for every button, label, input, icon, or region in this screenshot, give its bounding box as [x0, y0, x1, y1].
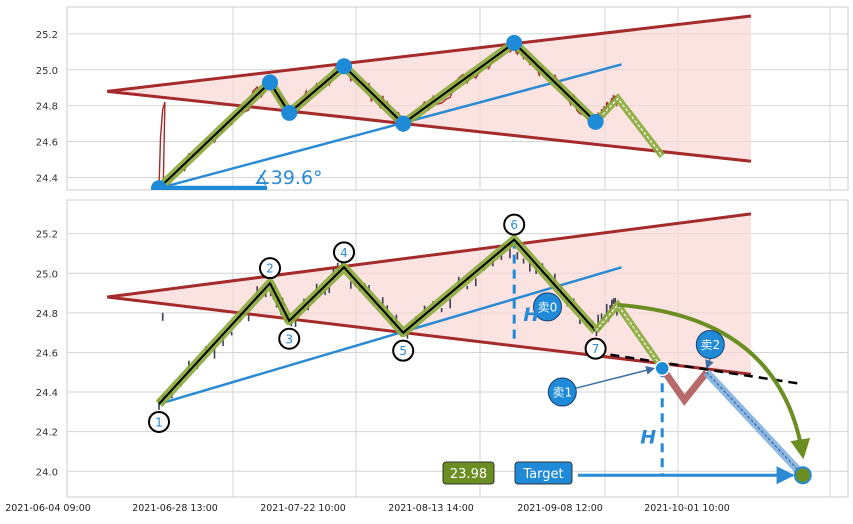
sell-badge [695, 330, 725, 360]
sell-badge [533, 292, 562, 322]
top-channel-lower [107, 89, 752, 163]
pivot-marker [587, 113, 604, 130]
sell-badge-label: 卖2 [700, 338, 720, 352]
target-point [793, 466, 812, 485]
pivot-circle [503, 213, 526, 236]
pivot-label: 1 [155, 415, 163, 429]
y-tick-label: 25.0 [36, 66, 58, 77]
pivot-label: 2 [266, 262, 274, 276]
pivot-label: 5 [399, 344, 407, 358]
pivot-label: 3 [285, 332, 293, 346]
y-tick-label: 24.4 [36, 173, 58, 184]
bottom-channel-lower [107, 295, 752, 376]
pivot-label: 7 [592, 342, 600, 356]
top-projection-line [595, 97, 663, 157]
target-value-label: 23.98 [450, 467, 487, 482]
y-tick-label: 24.4 [36, 388, 58, 399]
x-tick-label: 2021-06-28 13:00 [132, 503, 218, 514]
target-box: Target [514, 461, 573, 485]
y-tick-label: 25.2 [36, 30, 58, 41]
sell1-point [654, 360, 670, 377]
bottom-trend-line [158, 266, 622, 406]
pivot-marker [281, 104, 298, 121]
pivot-circle [259, 257, 281, 280]
pivot-label: 6 [510, 218, 518, 232]
target-label: Target [522, 467, 563, 482]
bottom-channel-upper [107, 212, 752, 299]
bottom-pivot-markers: 1 2 3 4 5 6 7 [148, 213, 607, 433]
target-value-box: 23.98 [442, 461, 495, 485]
top-panel: 24.4 24.6 24.8 25.0 25.2 ∡39.6° [36, 6, 849, 191]
bottom-x-ticks: 2021-06-04 09:00 2021-06-28 13:00 2021-07-… [5, 503, 730, 514]
height-label-left: H [523, 304, 539, 326]
pivot-marker [395, 115, 412, 132]
pivot-marker [151, 180, 167, 190]
top-y-ticks: 24.4 24.6 24.8 25.0 25.2 [36, 30, 58, 185]
bottom-projection-line [595, 303, 663, 369]
height-label-right: H [640, 427, 656, 449]
neckline-dashed [595, 351, 803, 386]
pivot-circle [584, 337, 607, 360]
pivot-marker [262, 74, 278, 91]
pivot-circle [333, 241, 355, 264]
y-tick-label: 24.6 [36, 348, 58, 359]
top-trend-line [158, 63, 622, 190]
pivot-circle [392, 339, 415, 362]
y-tick-label: 25.0 [36, 269, 58, 280]
sell-badge-label: 卖1 [552, 386, 572, 400]
x-tick-label: 2021-06-04 09:00 [5, 503, 91, 514]
x-tick-label: 2021-10-01 10:00 [644, 503, 730, 514]
sell1-pointer [576, 365, 656, 389]
y-tick-label: 24.6 [36, 138, 58, 149]
y-tick-label: 24.2 [36, 428, 58, 439]
x-tick-label: 2021-07-22 10:00 [260, 503, 346, 514]
bottom-zigzag-line [158, 238, 597, 405]
pivot-circle [278, 327, 301, 350]
angle-label: ∡39.6° [254, 167, 323, 189]
bottom-channel-fill [107, 213, 751, 375]
sell-badge-label: 卖0 [538, 300, 558, 314]
sell-badge [547, 377, 577, 407]
x-tick-label: 2021-08-13 14:00 [388, 503, 474, 514]
pivot-label: 4 [340, 246, 348, 260]
sell2-pointer [705, 358, 714, 370]
bottom-y-ticks: 24.0 24.2 24.4 24.6 24.8 25.0 25.2 [36, 230, 58, 479]
bottom-panel: 24.0 24.2 24.4 24.6 24.8 25.0 25.2 2021-06-04 … [5, 199, 849, 514]
pivot-marker [506, 34, 523, 51]
y-tick-label: 24.8 [36, 102, 58, 113]
pullback-dip [659, 366, 710, 406]
top-pivot-markers [151, 34, 604, 190]
forecast-curve-arrow [617, 302, 811, 460]
top-channel-upper [107, 14, 752, 93]
y-tick-label: 24.0 [36, 467, 58, 478]
x-tick-label: 2021-09-08 12:00 [517, 503, 603, 514]
y-tick-label: 24.8 [36, 309, 58, 320]
pivot-circle [148, 410, 170, 433]
pivot-marker [336, 58, 352, 75]
y-tick-label: 25.2 [36, 230, 58, 241]
sell-badges: 卖0 卖1 卖2 [533, 292, 725, 407]
drop-path-line [706, 371, 804, 476]
